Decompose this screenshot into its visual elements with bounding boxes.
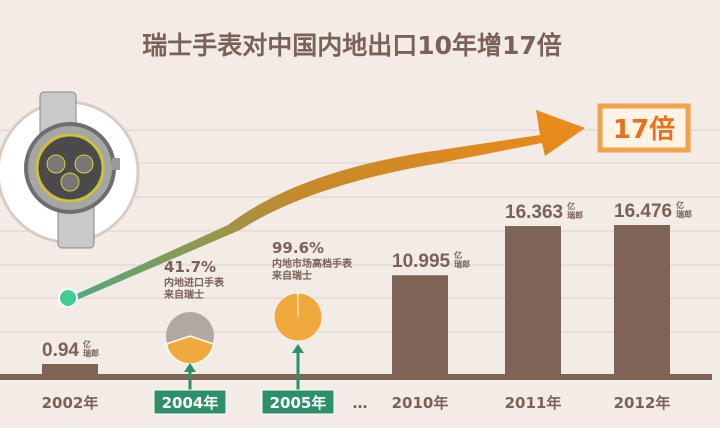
growth-label-box [597,103,691,153]
bar-unit-label: 瑞郎 [454,259,470,269]
pie-note: 内地进口手表 [164,276,225,289]
pie-slice [273,292,323,342]
bar-value-label: 16.476 [614,201,672,222]
year-highlight-box [261,389,335,415]
bar-unit-label: 亿 [83,339,91,349]
x-tick-label: 2010年 [392,394,449,412]
bar [505,226,561,376]
bar-unit-label: 瑞郎 [567,210,583,220]
x-tick-label: 2012年 [614,394,671,412]
bar [392,275,448,376]
x-tick-label: … [353,394,368,412]
bar-unit-label: 亿 [676,200,684,210]
bar [614,225,670,376]
bar-value-label: 16.363 [505,202,563,223]
pie-note: 内地市场高档手表 [272,257,353,270]
start-dot [58,288,78,308]
pie-note: 来自瑞士 [271,269,312,282]
x-tick-label: 2011年 [505,394,562,412]
x-tick-label: 2005年 [270,394,327,412]
pointer-arrowhead [184,363,196,372]
pie-percent-label: 99.6% [272,239,324,257]
year-highlight-box [153,389,227,415]
pie-note: 来自瑞士 [163,288,204,301]
bar-value-label: 0.94 [42,340,79,361]
pointer-arrowhead [292,344,304,353]
chart-title: 瑞士手表对中国内地出口10年增17倍 [142,31,562,60]
pie-percent-label: 41.7% [164,258,216,276]
pie-slice [165,335,215,365]
watch-illustration [0,91,140,249]
bar [42,364,98,376]
baseline [0,374,712,380]
bar-unit-label: 亿 [454,250,462,260]
bar-unit-label: 瑞郎 [676,209,692,219]
growth-label: 17倍 [613,114,675,145]
growth-arrow [68,110,585,302]
bar-unit-label: 瑞郎 [83,348,99,358]
bar-value-label: 10.995 [392,251,451,272]
bar-unit-label: 亿 [567,201,575,211]
x-tick-label: 2004年 [162,394,219,412]
x-tick-label: 2002年 [42,394,99,412]
